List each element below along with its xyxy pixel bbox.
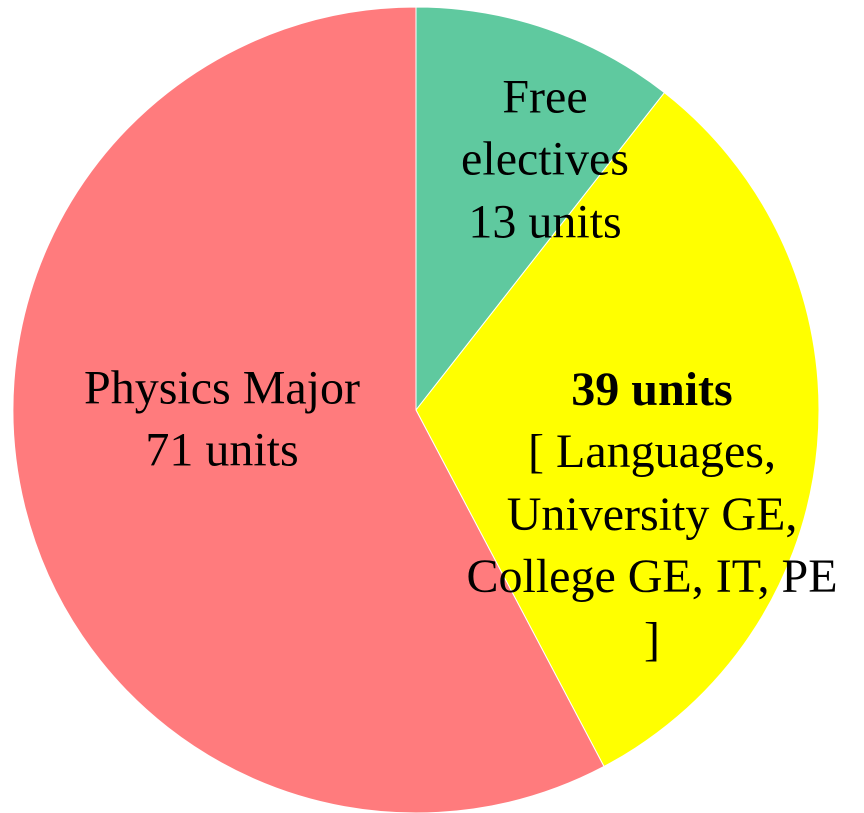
- pie-slice: [415, 6, 666, 412]
- slice-label: Physics Major 71 units: [22, 358, 422, 483]
- value-label: 13 units: [468, 195, 622, 249]
- category-label: Free electives: [461, 70, 629, 186]
- slice-label: 39 units [ Languages, University GE, Coll…: [462, 359, 842, 671]
- value-label: 39 units: [571, 363, 733, 417]
- category-label: [ Languages, University GE, College GE, …: [466, 425, 838, 666]
- pie-slice: [12, 6, 605, 813]
- slice-label: Free electives 13 units: [420, 66, 670, 253]
- value-label: 71 units: [145, 424, 299, 477]
- pie-slice: [415, 91, 820, 768]
- category-label: Physics Major: [84, 361, 360, 415]
